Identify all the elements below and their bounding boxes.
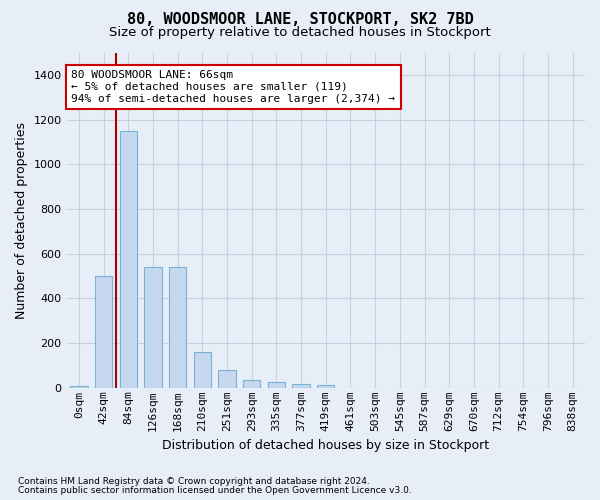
Bar <box>243 380 260 388</box>
Bar <box>317 384 334 388</box>
Text: Contains public sector information licensed under the Open Government Licence v3: Contains public sector information licen… <box>18 486 412 495</box>
Text: Size of property relative to detached houses in Stockport: Size of property relative to detached ho… <box>109 26 491 39</box>
Bar <box>95 276 112 388</box>
Bar <box>145 267 161 388</box>
X-axis label: Distribution of detached houses by size in Stockport: Distribution of detached houses by size … <box>162 440 490 452</box>
Bar <box>218 370 236 388</box>
Bar <box>169 267 186 388</box>
Bar <box>70 386 88 388</box>
Bar <box>194 352 211 388</box>
Bar <box>268 382 285 388</box>
Text: 80, WOODSMOOR LANE, STOCKPORT, SK2 7BD: 80, WOODSMOOR LANE, STOCKPORT, SK2 7BD <box>127 12 473 26</box>
Text: 80 WOODSMOOR LANE: 66sqm
← 5% of detached houses are smaller (119)
94% of semi-d: 80 WOODSMOOR LANE: 66sqm ← 5% of detache… <box>71 70 395 104</box>
Bar <box>292 384 310 388</box>
Y-axis label: Number of detached properties: Number of detached properties <box>15 122 28 318</box>
Bar <box>119 131 137 388</box>
Text: Contains HM Land Registry data © Crown copyright and database right 2024.: Contains HM Land Registry data © Crown c… <box>18 477 370 486</box>
